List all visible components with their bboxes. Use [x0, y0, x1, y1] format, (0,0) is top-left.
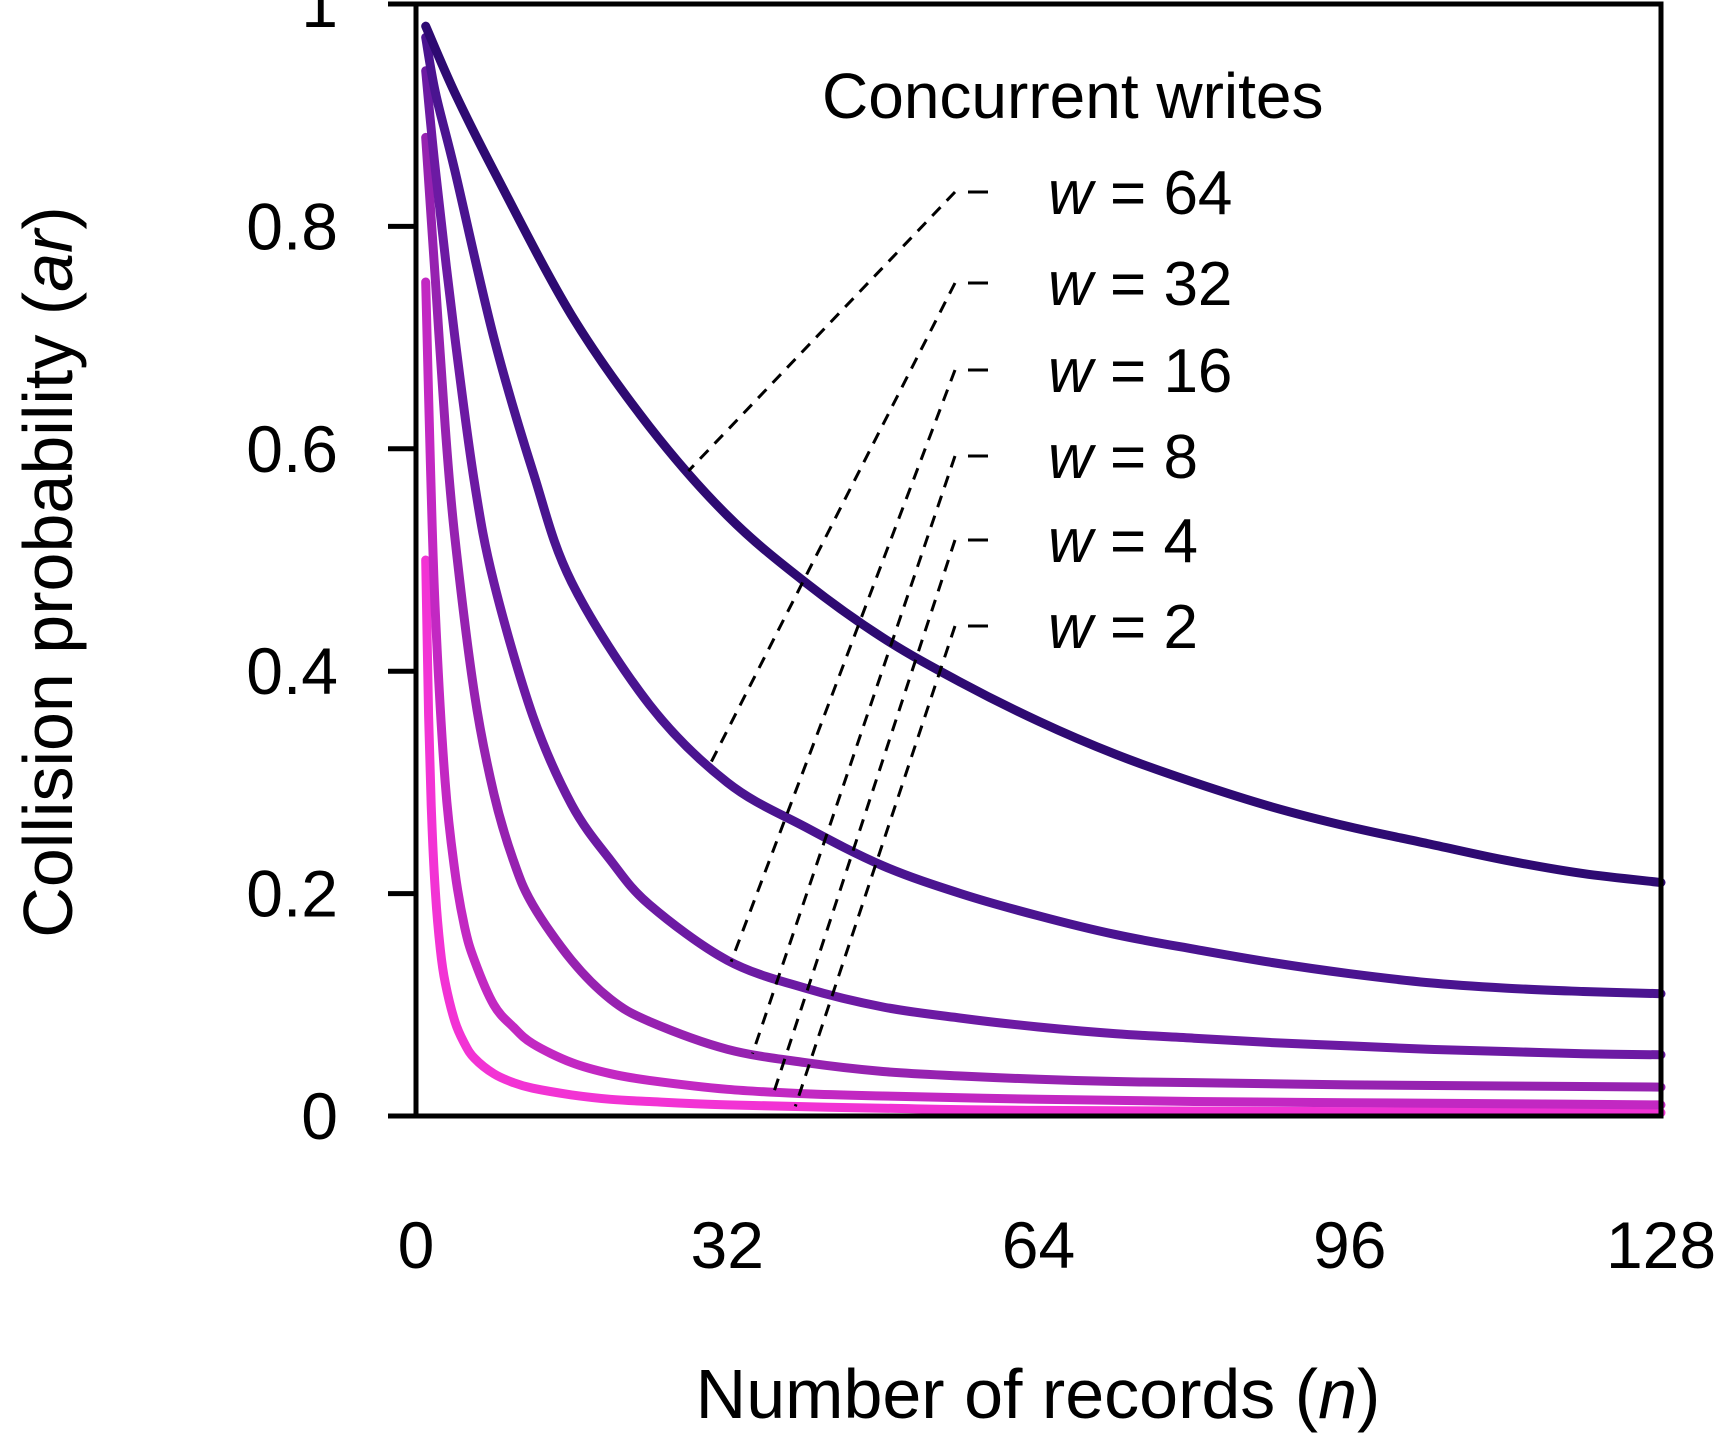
legend-label-w2: w = 2: [1048, 593, 1198, 662]
y-tick-label: 0.2: [246, 857, 338, 931]
legend-leader-w64: [687, 190, 957, 473]
series-line-w16: [421, 66, 1666, 1060]
series-line-w8: [421, 132, 1666, 1092]
legend-leader-w2: [793, 625, 957, 1107]
series-line-w4: [421, 277, 1666, 1110]
x-axis-ticks: 0 32 64 96 128: [398, 1208, 1716, 1282]
legend: w = 64 w = 32 w = 16 w = 8 w = 4 w = 2: [968, 159, 1232, 662]
x-tick-label: 96: [1313, 1208, 1386, 1282]
legend-leader-w8: [751, 455, 957, 1055]
legend-label-w4: w = 4: [1048, 507, 1198, 576]
series-line-w64: [421, 21, 1666, 887]
legend-label-w64: w = 64: [1048, 159, 1232, 228]
legend-leader-lines: [687, 190, 957, 1107]
legend-leader-w32: [708, 282, 957, 766]
plot-frame: [413, 1, 1664, 1119]
y-tick-label: 1: [301, 0, 338, 41]
legend-label-w16: w = 16: [1048, 337, 1232, 406]
x-tick-label: 32: [691, 1208, 764, 1282]
y-tick-label: 0: [301, 1079, 338, 1153]
series-line-w32: [421, 32, 1666, 999]
y-axis-ticks: 0 0.2 0.4 0.6 0.8 1: [246, 0, 416, 1153]
x-axis-title: Number of records (n): [696, 1355, 1381, 1433]
legend-leader-w16: [729, 369, 957, 963]
series-line-w2: [421, 555, 1666, 1118]
x-tick-label: 0: [398, 1208, 435, 1282]
legend-label-w32: w = 32: [1048, 250, 1232, 319]
x-tick-label: 64: [1002, 1208, 1075, 1282]
series-curves: [421, 21, 1666, 1118]
legend-title: Concurrent writes: [822, 60, 1324, 132]
y-tick-label: 0.6: [246, 412, 338, 486]
legend-leader-w4: [772, 539, 957, 1093]
y-tick-label: 0.8: [246, 189, 338, 263]
y-axis-title: Collision probability (ar): [9, 206, 87, 937]
legend-label-w8: w = 8: [1048, 423, 1198, 492]
y-tick-label: 0.4: [246, 634, 338, 708]
x-tick-label: 128: [1606, 1208, 1716, 1282]
